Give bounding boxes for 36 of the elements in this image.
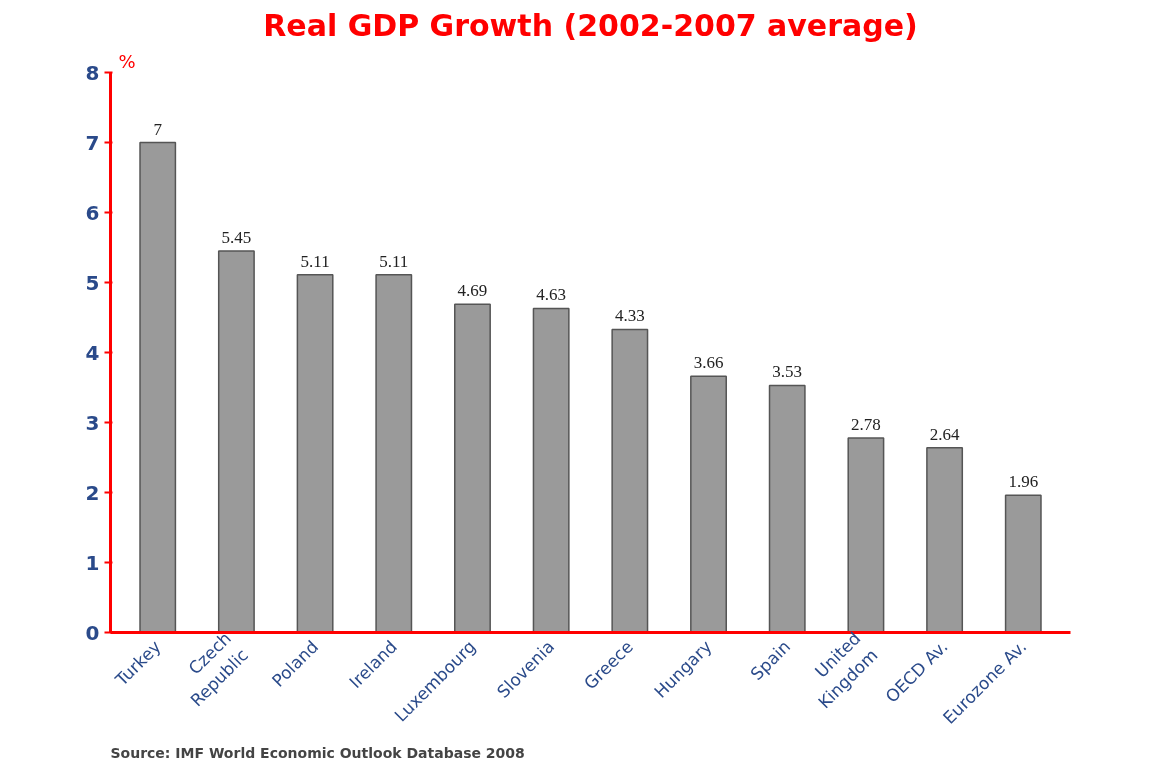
y-tick-label: 6 (85, 200, 100, 225)
y-tick-label: 0 (85, 620, 100, 645)
data-label: 1.96 (1008, 472, 1039, 492)
data-label: 4.63 (536, 285, 567, 305)
bar (217, 250, 255, 633)
data-label: 2.64 (929, 424, 960, 444)
y-tick-label: 8 (85, 60, 100, 85)
data-label: 3.53 (772, 362, 803, 382)
bar (296, 274, 334, 633)
bar (926, 446, 964, 633)
y-axis-title: % (118, 50, 136, 72)
y-tick-label: 2 (85, 480, 100, 505)
bar (454, 303, 491, 633)
data-label: 2.78 (851, 414, 881, 434)
data-label: 7 (153, 119, 163, 139)
bar (139, 141, 177, 633)
y-tick-label: 5 (85, 270, 100, 295)
data-label: 5.45 (221, 228, 252, 247)
data-label: 4.33 (614, 306, 645, 326)
bar (1004, 494, 1042, 633)
bar (690, 375, 727, 633)
bar (611, 328, 649, 633)
data-label: 5.11 (379, 251, 409, 271)
bar (768, 384, 806, 633)
data-label: 5.11 (300, 251, 330, 271)
data-label: 3.66 (693, 353, 724, 373)
y-tick-label: 3 (85, 410, 100, 435)
bar (375, 274, 413, 633)
bar (532, 307, 570, 633)
source-note: Source: IMF World Economic Outlook Database 2008 (110, 744, 525, 761)
bar (847, 437, 885, 633)
y-tick-label: 1 (85, 550, 100, 575)
y-tick-label: 4 (85, 340, 100, 365)
y-tick-label: 7 (85, 130, 100, 155)
chart-title: Real GDP Growth (2002-2007 average) (263, 7, 918, 43)
data-label: 4.69 (457, 281, 488, 301)
